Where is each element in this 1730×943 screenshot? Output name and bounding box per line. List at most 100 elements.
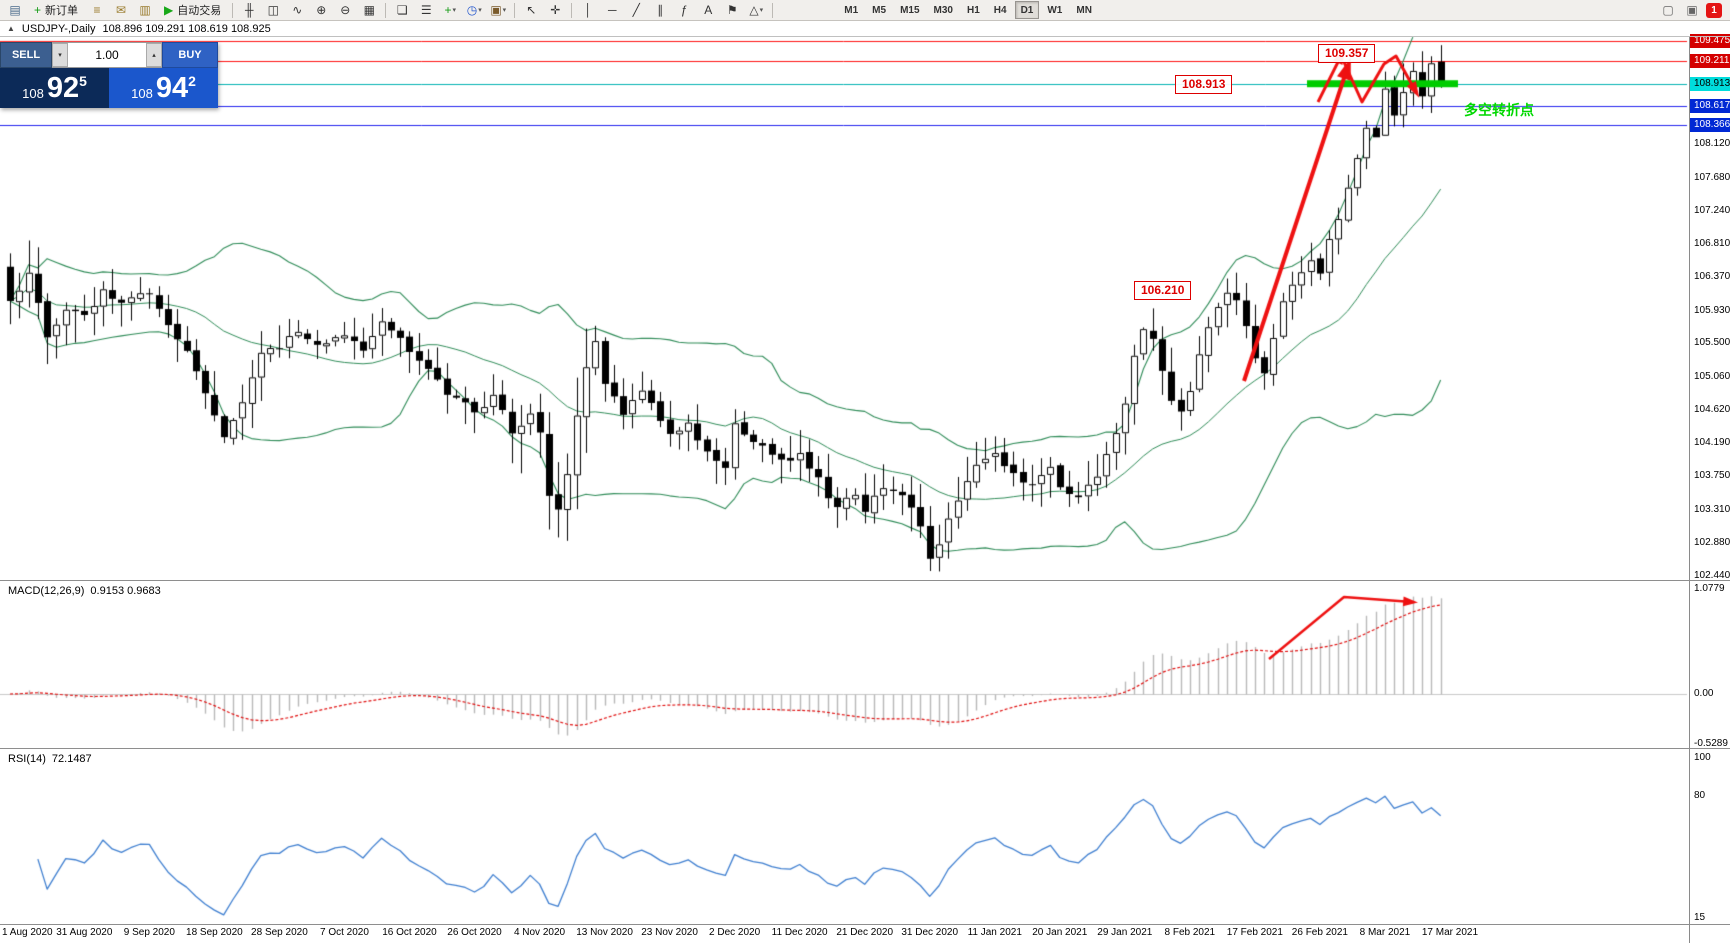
candlestick-type-button[interactable]: ◫ <box>262 1 284 20</box>
new-order-button[interactable]: + 新订单 <box>28 1 84 20</box>
time-axis-label: 31 Aug 2020 <box>56 927 113 938</box>
price-line-badge: 109.211 <box>1690 54 1730 69</box>
time-axis-label: 11 Jan 2021 <box>967 927 1022 938</box>
price-tick: 108.120 <box>1694 138 1730 150</box>
price-annotation-box[interactable]: 108.913 <box>1175 75 1233 94</box>
add-indicator-button[interactable]: + ▾ <box>439 1 461 20</box>
autotrading-button[interactable]: ▶ 自动交易 <box>158 1 227 20</box>
price-tick: 105.060 <box>1694 370 1730 382</box>
macd-indicator-label: MACD(12,26,9) 0.9153 0.9683 <box>8 585 161 597</box>
rsi-current-value: 72.1487 <box>51 753 92 765</box>
bar-chart-type-icon: ╫ <box>244 3 254 17</box>
timeframe-mn-button[interactable]: MN <box>1076 4 1092 16</box>
chat-button[interactable]: ▢ <box>1657 1 1679 20</box>
new-order-button-label: 新订单 <box>45 5 79 17</box>
timeframe-d1-button[interactable]: D1 <box>1014 1 1040 19</box>
chart-top-border <box>0 36 1730 37</box>
macd-scale-tick: 0.00 <box>1694 688 1714 699</box>
fibonacci-button[interactable]: ƒ <box>673 1 695 20</box>
macd-scale-tick: -0.5289 <box>1694 738 1728 749</box>
time-axis-label: 18 Sep 2020 <box>186 927 243 938</box>
timeframe-h1-button[interactable]: H1 <box>966 4 980 16</box>
timeframe-w1-button[interactable]: W1 <box>1047 4 1063 16</box>
window-list-button[interactable]: ☰ <box>415 1 437 20</box>
dropdown-arrow-icon: ▾ <box>502 7 507 14</box>
timeframe-h4-button[interactable]: H4 <box>993 4 1007 16</box>
bar-chart-type-button[interactable]: ╫ <box>238 1 260 20</box>
window-list-icon: ☰ <box>420 3 432 17</box>
sell-button[interactable]: SELL <box>0 42 52 68</box>
community-button[interactable]: ▣ <box>1681 1 1703 20</box>
horizontal-line-button[interactable]: ─ <box>601 1 623 20</box>
buy-button[interactable]: BUY <box>162 42 218 68</box>
new-chart-icon: ▤ <box>9 3 21 17</box>
time-axis-label: 1 Aug 2020 <box>2 927 53 938</box>
channel-button[interactable]: ∥ <box>649 1 671 20</box>
cursor-icon: ↖ <box>526 3 537 17</box>
price-annotation-box[interactable]: 109.357 <box>1318 44 1376 63</box>
label-icon: ⚑ <box>726 3 738 17</box>
volume-field[interactable]: ▾ 1.00 ▴ <box>52 42 162 68</box>
bid-pip-digit: 5 <box>79 73 87 89</box>
price-tick: 104.620 <box>1694 404 1730 416</box>
toolbar-separator <box>232 2 234 18</box>
timeframe-m1-button[interactable]: M1 <box>844 4 859 16</box>
time-axis-label: 26 Oct 2020 <box>447 927 502 938</box>
mailbox-button[interactable]: ✉ <box>110 1 132 20</box>
turning-point-label[interactable]: 多空转折点 <box>1464 102 1534 118</box>
rsi-panel-separator[interactable] <box>0 748 1730 749</box>
toolbar-separator <box>571 2 573 18</box>
chart-title: USDJPY-,Daily <box>21 22 96 35</box>
price-line-badge: 109.475 <box>1690 34 1730 48</box>
price-annotation-box[interactable]: 106.210 <box>1134 281 1192 300</box>
volume-down-button[interactable]: ▾ <box>52 43 68 67</box>
zoom-in-button[interactable]: ⊕ <box>310 1 332 20</box>
templates-button[interactable]: ▣ ▾ <box>487 1 509 20</box>
time-axis-label: 17 Feb 2021 <box>1226 927 1283 938</box>
line-chart-type-button[interactable]: ∿ <box>286 1 308 20</box>
candlestick-type-icon: ◫ <box>267 3 279 17</box>
volume-up-button[interactable]: ▴ <box>146 43 162 67</box>
tile-windows-button[interactable]: ▦ <box>358 1 380 20</box>
cursor-button[interactable]: ↖ <box>520 1 542 20</box>
label-button[interactable]: ⚑ <box>721 1 743 20</box>
timeframe-m5-button[interactable]: M5 <box>872 4 887 16</box>
timeframe-m30-button[interactable]: M30 <box>933 4 953 16</box>
market-depth-button[interactable]: ≡ <box>86 1 108 20</box>
toolbar-separator <box>385 2 387 18</box>
collapse-trade-panel-icon[interactable]: ▲ <box>7 24 15 33</box>
ask-pip-digit: 2 <box>188 73 196 89</box>
new-chart-button[interactable]: ▤ <box>4 1 26 20</box>
chart-list-button[interactable]: ❏ <box>391 1 413 20</box>
rsi-indicator-label: RSI(14) 72.1487 <box>8 753 92 765</box>
news-button[interactable]: ▥ <box>134 1 156 20</box>
trendline-button[interactable]: ╱ <box>625 1 647 20</box>
volume-value[interactable]: 1.00 <box>95 48 119 62</box>
ask-price-button[interactable]: 108 94 2 <box>109 68 218 108</box>
price-scale[interactable]: 108.120 107.680 107.240 106.810 106.370 105.9… <box>1689 34 1730 943</box>
zoom-in-icon: ⊕ <box>316 3 327 17</box>
shapes-button[interactable]: △ ▾ <box>745 1 767 20</box>
tile-windows-icon: ▦ <box>363 3 375 17</box>
autotrading-icon: ▶ <box>164 3 174 17</box>
price-tick: 107.240 <box>1694 204 1730 216</box>
crosshair-button[interactable]: ✛ <box>544 1 566 20</box>
bid-price-button[interactable]: 108 92 5 <box>0 68 109 108</box>
text-button[interactable]: A <box>697 1 719 20</box>
dropdown-arrow-icon: ▾ <box>478 7 482 14</box>
price-tick: 107.680 <box>1694 171 1730 183</box>
time-axis-label: 11 Dec 2020 <box>771 927 828 938</box>
price-tick: 103.750 <box>1694 470 1730 482</box>
macd-panel-separator[interactable] <box>0 580 1730 581</box>
market-depth-icon: ≡ <box>93 3 101 17</box>
vertical-line-button[interactable]: │ <box>577 1 599 20</box>
dropdown-arrow-icon: ▾ <box>452 7 457 14</box>
periods-button[interactable]: ◷ ▾ <box>463 1 485 20</box>
zoom-out-button[interactable]: ⊖ <box>334 1 356 20</box>
timeframe-m15-button[interactable]: M15 <box>900 4 920 16</box>
ask-prefix: 108 <box>131 86 153 101</box>
bid-big-digits: 92 <box>46 72 80 104</box>
community-icon: ▣ <box>1686 3 1698 17</box>
